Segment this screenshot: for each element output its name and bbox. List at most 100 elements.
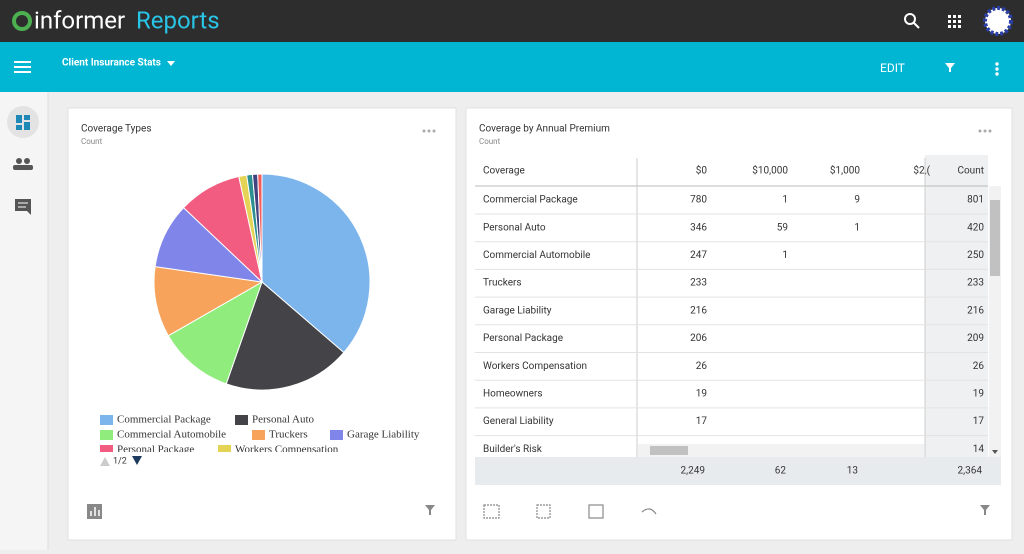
h-scrollbar[interactable] bbox=[638, 444, 924, 457]
cell-value: 346 bbox=[690, 222, 707, 233]
count-column bbox=[925, 155, 988, 457]
legend-next[interactable] bbox=[132, 456, 142, 465]
legend-swatch bbox=[100, 445, 113, 452]
row-label: Builder's Risk bbox=[483, 444, 543, 455]
edit-button[interactable]: EDIT bbox=[880, 61, 905, 75]
cell-value: 780 bbox=[690, 195, 707, 206]
panel-menu[interactable] bbox=[978, 129, 992, 133]
cell-value: 9 bbox=[854, 195, 860, 206]
cell-value: 59 bbox=[777, 222, 788, 233]
panel-title: Coverage Types bbox=[81, 124, 151, 135]
logo bbox=[12, 11, 32, 31]
panel-title: Coverage by Annual Premium bbox=[479, 124, 610, 135]
nav-users[interactable] bbox=[13, 158, 33, 170]
cell-value: 1 bbox=[854, 222, 860, 233]
cell-value: 216 bbox=[967, 305, 984, 316]
dropdown-arrow[interactable] bbox=[167, 61, 175, 66]
row-label: Personal Auto bbox=[483, 222, 546, 233]
cell-value: 216 bbox=[690, 305, 707, 316]
legend-prev[interactable] bbox=[100, 457, 110, 466]
cell-value: 801 bbox=[967, 195, 984, 206]
row-label: Truckers bbox=[483, 278, 522, 289]
pie-slice bbox=[153, 266, 264, 337]
legend-label: Truckers bbox=[269, 429, 308, 441]
cell-value: 233 bbox=[690, 278, 707, 289]
legend-swatch bbox=[100, 430, 113, 440]
row-label: Commercial Package bbox=[483, 195, 578, 206]
column-header: $10,000 bbox=[752, 164, 788, 177]
panel-menu[interactable] bbox=[422, 129, 436, 133]
cell-value: 17 bbox=[973, 416, 985, 427]
legend-swatch bbox=[330, 430, 343, 440]
total-value: 13 bbox=[847, 466, 858, 477]
nav-comments[interactable] bbox=[15, 199, 31, 215]
avatar[interactable] bbox=[983, 6, 1013, 36]
row-label: Commercial Automobile bbox=[483, 250, 590, 261]
toolbar bbox=[0, 42, 1024, 92]
chart-type-icon[interactable] bbox=[87, 504, 102, 519]
pie-slice bbox=[261, 173, 371, 354]
legend-label: Commercial Automobile bbox=[117, 429, 226, 441]
row-label: Garage Liability bbox=[483, 305, 552, 316]
sidebar bbox=[0, 92, 48, 550]
legend-label: Workers Compensation bbox=[235, 444, 339, 456]
v-thumb[interactable] bbox=[990, 200, 1000, 276]
legend-label: Commercial Package bbox=[117, 414, 211, 426]
cell-value: 233 bbox=[967, 278, 984, 289]
brand: informer bbox=[34, 6, 125, 34]
pie-slice bbox=[167, 280, 263, 385]
layout-rows[interactable] bbox=[483, 504, 500, 519]
row-label: General Liability bbox=[483, 416, 554, 427]
column-header: Coverage bbox=[483, 166, 525, 177]
cell-value: 1 bbox=[782, 250, 788, 261]
legend-swatch bbox=[235, 415, 248, 425]
h-thumb[interactable] bbox=[650, 446, 688, 455]
pie-slice bbox=[257, 173, 263, 283]
total-value: 2,364 bbox=[958, 466, 983, 477]
cell-value: 14 bbox=[973, 444, 985, 455]
column-header: Count bbox=[957, 166, 984, 177]
column-header: $1,000 bbox=[830, 164, 860, 177]
menu-icon[interactable] bbox=[14, 61, 31, 73]
total-value: 62 bbox=[775, 466, 787, 477]
row-label: Personal Package bbox=[483, 333, 563, 344]
more-icon[interactable] bbox=[995, 62, 999, 76]
cell-value: 209 bbox=[967, 333, 984, 344]
panel-subtitle: Count bbox=[81, 137, 103, 146]
cell-value: 17 bbox=[696, 416, 708, 427]
pie-slice bbox=[225, 281, 345, 391]
layout-grid[interactable] bbox=[588, 504, 604, 519]
top-bar bbox=[0, 0, 1024, 42]
layout-cols[interactable] bbox=[536, 504, 551, 519]
panel-subtitle: Count bbox=[479, 137, 501, 146]
cell-value: 26 bbox=[696, 361, 708, 372]
search-icon[interactable] bbox=[904, 13, 920, 29]
apps-icon[interactable] bbox=[948, 15, 961, 28]
column-header: $2,( bbox=[913, 164, 930, 177]
row-label: Workers Compensation bbox=[483, 361, 587, 372]
legend-label: Personal Auto bbox=[252, 414, 315, 426]
panel-filter[interactable] bbox=[425, 505, 435, 515]
undo[interactable] bbox=[641, 508, 657, 515]
legend-label: Personal Package bbox=[117, 444, 194, 456]
cell-value: 206 bbox=[690, 333, 707, 344]
cell-value: 247 bbox=[690, 250, 707, 261]
panel-filter[interactable] bbox=[980, 505, 990, 515]
legend-swatch bbox=[218, 445, 231, 452]
cell-value: 19 bbox=[973, 389, 984, 400]
column-header: $0 bbox=[696, 164, 708, 177]
cell-value: 250 bbox=[967, 250, 984, 261]
filter-icon[interactable] bbox=[945, 63, 955, 72]
report-name[interactable]: Client Insurance Stats bbox=[62, 58, 161, 69]
totals-row bbox=[475, 457, 1001, 485]
cell-value: 1 bbox=[782, 195, 788, 206]
nav-dashboard[interactable] bbox=[7, 106, 39, 138]
product: Reports bbox=[136, 6, 220, 34]
cell-value: 19 bbox=[696, 389, 707, 400]
legend-swatch bbox=[252, 430, 265, 440]
cell-value: 420 bbox=[967, 222, 984, 233]
cell-value: 26 bbox=[973, 361, 985, 372]
total-value: 2,249 bbox=[681, 466, 705, 477]
row-label: Homeowners bbox=[483, 389, 543, 400]
